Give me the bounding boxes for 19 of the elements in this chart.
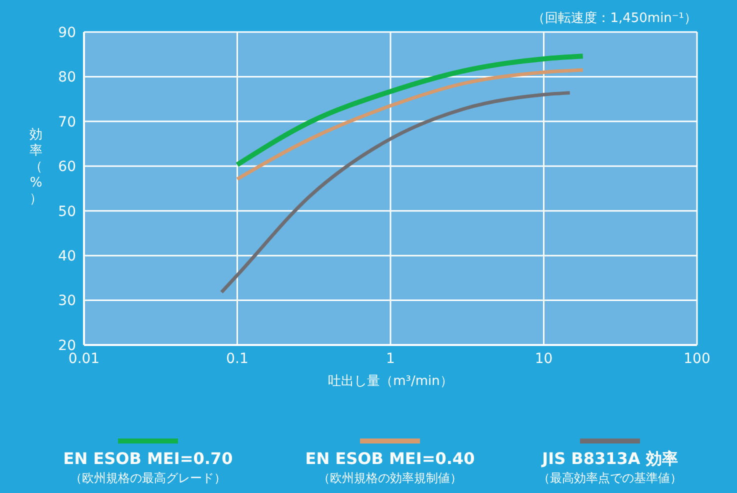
x-tick-label: 1	[386, 351, 395, 367]
y-tick-label: 60	[58, 159, 76, 176]
y-tick-label: 80	[58, 70, 76, 86]
y-tick-label: 30	[58, 293, 76, 310]
x-tick-label: 0.01	[68, 351, 100, 367]
y-axis-title: 効率（%）	[30, 128, 42, 206]
legend-label: EN ESOB MEI=0.40（欧州規格の効率規制値）	[305, 449, 475, 485]
y-tick-label: 20	[58, 338, 76, 354]
x-tick-label: 100	[684, 351, 710, 367]
chart-subtitle: （回転速度：1,450min⁻¹）	[532, 10, 697, 26]
y-tick-label: 90	[58, 24, 76, 41]
legend-label: JIS B8313A 効率（最高効率点での基準値）	[538, 449, 682, 485]
x-axis-title: 吐出し量（m³/min）	[328, 374, 453, 389]
y-tick-label: 40	[58, 248, 76, 264]
y-tick-label: 50	[58, 204, 76, 220]
x-tick-label: 10	[534, 351, 553, 367]
y-tick-label: 70	[58, 114, 76, 130]
legend-label: EN ESOB MEI=0.70（欧州規格の最高グレード）	[63, 449, 233, 485]
x-tick-label: 0.1	[226, 351, 248, 367]
